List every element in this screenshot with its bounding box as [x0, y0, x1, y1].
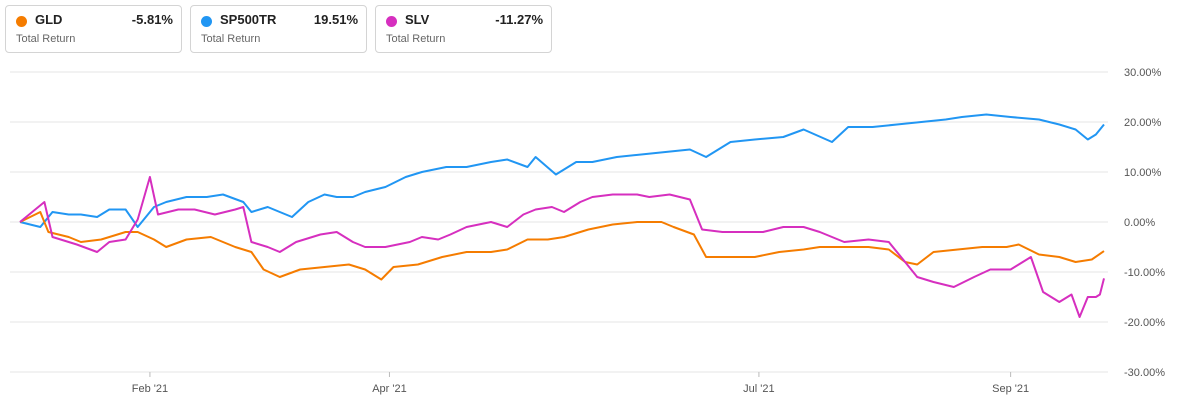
legend-value: -5.81%: [131, 12, 173, 27]
x-tick-label: Apr '21: [372, 383, 407, 395]
y-tick-label: -10.00%: [1124, 267, 1165, 279]
legend-name: SP500TR: [220, 12, 277, 27]
legend-subtitle: Total Return: [16, 33, 76, 45]
grid-lines: [10, 71, 1108, 373]
y-tick-label: -30.00%: [1124, 367, 1165, 379]
legend-card-sp500tr[interactable]: SP500TR 19.51% Total Return: [190, 5, 367, 53]
legend-name: GLD: [35, 12, 63, 27]
legend-value: 19.51%: [313, 12, 358, 27]
y-tick-label: 10.00%: [1124, 167, 1162, 179]
legend-card-gld[interactable]: GLD -5.81% Total Return: [5, 5, 182, 53]
legend-card-slv[interactable]: SLV -11.27% Total Return: [375, 5, 552, 53]
x-tick-label: Feb '21: [132, 383, 168, 395]
legend-dot-gld: [16, 16, 27, 27]
x-tick-label: Jul '21: [743, 383, 774, 395]
series-line-sp500tr: [19, 113, 1105, 228]
y-tick-label: 20.00%: [1124, 117, 1162, 129]
series-line-gld: [19, 211, 1105, 281]
y-tick-label: 0.00%: [1124, 217, 1155, 229]
series-line-slv: [19, 176, 1105, 318]
y-tick-label: 30.00%: [1124, 67, 1162, 79]
legend-subtitle: Total Return: [386, 33, 446, 45]
y-axis: 30.00% 20.00% 10.00% 0.00% -10.00% -20.00% -30…: [1124, 67, 1165, 379]
legend-value: -11.27%: [495, 12, 543, 27]
series-lines: [19, 113, 1105, 318]
legend-dot-sp500tr: [201, 16, 212, 27]
x-axis: Feb '21 Apr '21 Jul '21 Sep '21: [132, 372, 1029, 395]
legend-row: GLD -5.81% Total Return SP500TR 19.51% T…: [5, 5, 552, 55]
legend-dot-slv: [386, 16, 397, 27]
x-tick-label: Sep '21: [992, 383, 1029, 395]
y-tick-label: -20.00%: [1124, 317, 1165, 329]
legend-subtitle: Total Return: [201, 33, 261, 45]
legend-name: SLV: [405, 12, 430, 27]
